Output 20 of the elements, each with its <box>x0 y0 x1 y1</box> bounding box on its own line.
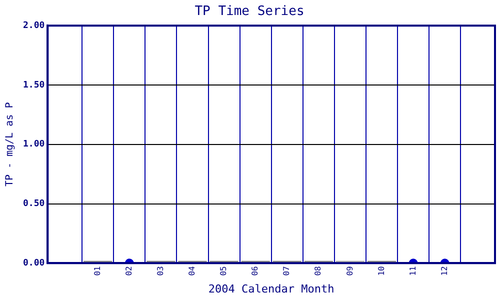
x-tick-label: 12 <box>440 266 449 276</box>
x-tick-label: 02 <box>124 266 134 276</box>
y-tick-label: 1.00 <box>22 140 45 150</box>
y-tick-label: 2.00 <box>22 20 45 31</box>
x-tick-label: 04 <box>188 266 197 276</box>
x-axis-title: 2004 Calendar Month <box>208 282 334 296</box>
x-tick-label: 05 <box>219 266 228 276</box>
x-tick-label: 07 <box>282 266 292 276</box>
y-tick-label: 0.00 <box>22 258 45 269</box>
x-tick-label: 06 <box>250 266 260 276</box>
y-axis-title: TP - mg/L as P <box>4 102 16 187</box>
y-tick-label: 0.50 <box>22 199 45 210</box>
y-tick-label: 1.50 <box>22 80 45 90</box>
x-tick-label: 09 <box>345 266 354 276</box>
chart-title: TP Time Series <box>194 4 304 20</box>
x-tick-label: 11 <box>408 266 418 276</box>
x-tick-label: 03 <box>156 266 166 276</box>
x-tick-label: 10 <box>376 266 386 276</box>
x-tick-label: 08 <box>314 266 323 276</box>
x-tick-label: 01 <box>92 266 102 276</box>
